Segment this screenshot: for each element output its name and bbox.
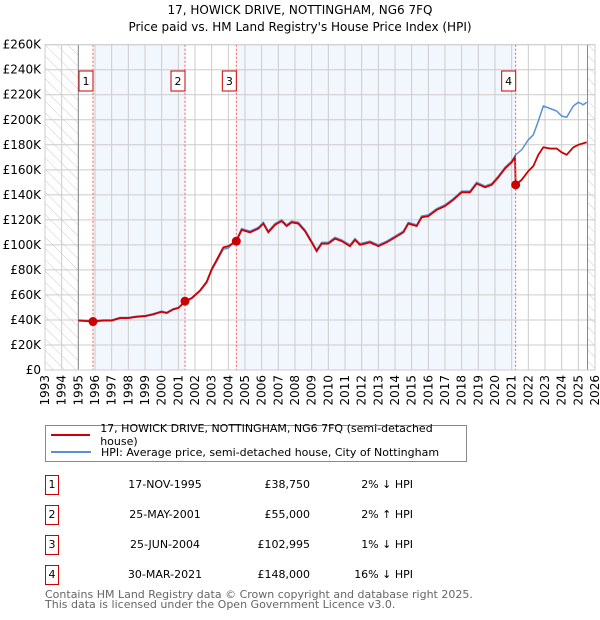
x-tick-label: 2020: [488, 375, 502, 406]
sale-hpi-diff: 2% ↓ HPI: [361, 478, 413, 491]
price-chart: 17, HOWICK DRIVE, NOTTINGHAM, NG6 7FQ Pr…: [3, 3, 600, 406]
y-tick-label: £240K: [3, 63, 43, 77]
x-tick-label: 1996: [88, 375, 102, 406]
y-tick-label: £220K: [3, 88, 43, 102]
y-tick-label: £40K: [10, 313, 42, 327]
sale-hpi-diff: 16% ↓ HPI: [354, 568, 413, 581]
y-tick-label: £120K: [3, 213, 43, 227]
y-tick-label: £140K: [3, 188, 43, 202]
sale-number-box: [170, 70, 186, 92]
sale-row: 1 17-NOV-1995 £38,750 2% ↓ HPI: [45, 475, 425, 495]
legend-swatch-red: [51, 434, 91, 436]
y-tick-label: £80K: [10, 263, 42, 277]
y-tick-label: £0: [26, 363, 41, 377]
sale-number-label: 2: [175, 75, 182, 88]
sale-row: 4 30-MAR-2021 £148,000 16% ↓ HPI: [45, 565, 425, 585]
ownership-shade: [236, 44, 516, 370]
x-tick-label: 2025: [571, 375, 585, 406]
sale-number-box: [501, 70, 517, 92]
no-data-hatch: [587, 44, 595, 370]
x-tick-label: 1999: [138, 375, 152, 406]
x-tick-label: 2007: [271, 375, 285, 406]
sale-point: [231, 236, 241, 246]
sale-date: 17-NOV-1995: [128, 478, 202, 491]
x-tick-label: 2013: [371, 375, 385, 406]
y-tick-label: £100K: [3, 238, 43, 252]
sale-price: £38,750: [264, 478, 311, 491]
x-tick-label: 1998: [121, 375, 135, 406]
footer-line: This data is licensed under the Open Gov…: [45, 598, 396, 611]
legend-item-property: 17, HOWICK DRIVE, NOTTINGHAM, NG6 7FQ (s…: [46, 422, 466, 448]
sale-number-box: [221, 70, 237, 92]
sale-point: [88, 317, 98, 327]
x-tick-label: 2011: [338, 375, 352, 406]
x-tick-label: 2021: [505, 375, 519, 406]
x-tick-label: 1994: [55, 375, 69, 406]
sale-date: 25-JUN-2004: [129, 538, 201, 551]
x-tick-label: 2019: [471, 375, 485, 406]
x-tick-label: 2001: [171, 375, 185, 406]
sale-point: [180, 296, 190, 306]
chart-subtitle: Price paid vs. HM Land Registry's House …: [128, 20, 471, 34]
sale-hpi-diff: 2% ↑ HPI: [361, 508, 413, 521]
sale-number-label: 4: [505, 75, 512, 88]
sale-hpi-diff: 1% ↓ HPI: [361, 538, 413, 551]
x-tick-label: 2008: [288, 375, 302, 406]
x-tick-label: 2004: [221, 375, 235, 406]
sale-row: 2 25-MAY-2001 £55,000 2% ↑ HPI: [45, 505, 425, 525]
plot-frame: [44, 44, 596, 371]
sale-price: £102,995: [257, 538, 311, 551]
sale-row: 3 25-JUN-2004 £102,995 1% ↓ HPI: [45, 535, 425, 555]
sale-number-label: 3: [226, 75, 233, 88]
x-tick-label: 2016: [421, 375, 435, 406]
sale-price: £148,000: [257, 568, 311, 581]
legend-label: 17, HOWICK DRIVE, NOTTINGHAM, NG6 7FQ (s…: [100, 422, 433, 448]
y-tick-label: £260K: [3, 38, 43, 52]
footer-attribution: Contains HM Land Registry data © Crown c…: [45, 588, 473, 611]
sale-price: £55,000: [264, 508, 311, 521]
x-tick-label: 2002: [188, 375, 202, 406]
y-tick-label: £20K: [10, 338, 42, 352]
x-tick-label: 2010: [321, 375, 335, 406]
sale-point: [511, 180, 521, 190]
x-tick-label: 2015: [405, 375, 419, 406]
x-tick-label: 2006: [255, 375, 269, 406]
sale-date: 30-MAR-2021: [127, 568, 203, 581]
x-tick-label: 2014: [388, 375, 402, 406]
x-tick-label: 2022: [521, 375, 535, 406]
x-tick-label: 2000: [155, 375, 169, 406]
x-tick-label: 1993: [38, 375, 52, 406]
sale-date: 25-MAY-2001: [129, 508, 201, 521]
x-tick-label: 1997: [105, 375, 119, 406]
legend-label: HPI: Average price, semi-detached house,…: [101, 445, 440, 459]
chart-legend: 17, HOWICK DRIVE, NOTTINGHAM, NG6 7FQ (s…: [45, 422, 467, 462]
x-tick-label: 2026: [588, 375, 600, 406]
y-tick-label: £200K: [3, 113, 43, 127]
sale-number: 4: [45, 565, 59, 585]
x-tick-label: 2009: [305, 375, 319, 406]
x-tick-label: 2017: [438, 375, 452, 406]
legend-item-hpi: HPI: Average price, semi-detached house,…: [46, 444, 439, 460]
y-tick-label: £180K: [3, 138, 43, 152]
sale-number-box: [78, 70, 94, 92]
x-tick-label: 2012: [355, 375, 369, 406]
sale-number-label: 1: [83, 75, 90, 88]
x-tick-label: 2018: [455, 375, 469, 406]
x-tick-label: 2003: [205, 375, 219, 406]
sale-number: 3: [45, 535, 59, 555]
x-tick-label: 1995: [71, 375, 85, 406]
chart-title: 17, HOWICK DRIVE, NOTTINGHAM, NG6 7FQ: [168, 3, 433, 17]
y-tick-label: £60K: [10, 288, 42, 302]
sale-number: 1: [45, 475, 59, 495]
price-paid-line: [78, 141, 587, 323]
sale-number: 2: [45, 505, 59, 525]
y-tick-label: £160K: [3, 163, 43, 177]
legend-swatch-blue: [51, 451, 91, 453]
x-tick-label: 2023: [538, 375, 552, 406]
x-tick-label: 2005: [238, 375, 252, 406]
footer-line: Contains HM Land Registry data © Crown c…: [45, 588, 473, 601]
x-tick-label: 2024: [555, 375, 569, 406]
